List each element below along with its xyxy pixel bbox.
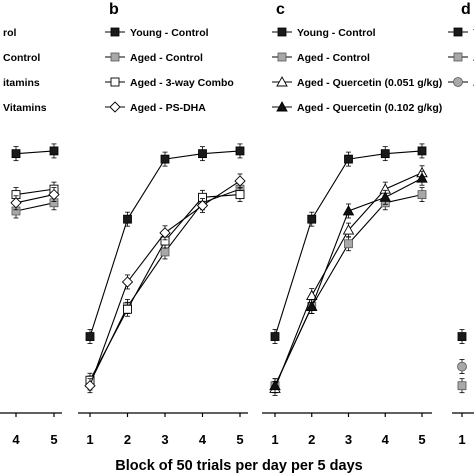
panel-c-series-3-point-3 (379, 191, 392, 202)
panel-d-legend-marker-1 (453, 52, 463, 62)
panel-b-tick-label-4: 4 (199, 432, 207, 447)
panel-b-series-3-line (89, 180, 241, 386)
panel-a-series-3-point-0 (10, 197, 22, 209)
panel-b-legend-label-1: Aged - Control (130, 52, 203, 64)
panel-a-legend-label-2: itamins (3, 77, 40, 89)
panel-b: b 1 2 3 4 5 Young - Control Aged - Control Aged… (78, 1, 248, 447)
panel-a-legend-label-3: Vitamins (3, 102, 47, 114)
panel-a-tick-label-4: 4 (12, 432, 20, 447)
panel-c-letter: c (276, 1, 285, 18)
panel-c-tick-label-3: 3 (345, 432, 352, 447)
panel-b-legend-label-0: Young - Control (130, 27, 209, 39)
panel-a-series-2-line (15, 188, 55, 196)
panel-c-series-2-point-2 (342, 224, 355, 235)
panel-b-legend-marker-1 (110, 52, 120, 62)
panel-b-legend-marker-0 (110, 27, 120, 37)
panel-a-series-3-line (15, 194, 55, 204)
panel-d-series-0-point-0 (457, 332, 467, 341)
panel-a-series-0-point-0 (11, 149, 21, 159)
panel-b-series-0-point-1 (123, 214, 132, 224)
panel-c-series-0-point-3 (380, 149, 390, 159)
panel-b-series-3-point-1 (121, 276, 134, 288)
panel-d: d 1YAA (448, 1, 474, 447)
panel-a-legend-label-0: rol (3, 27, 17, 39)
panel-b-series-3-point-2 (159, 227, 171, 239)
panel-b-series-2-line (89, 194, 241, 381)
panel-b-legend-label-3: Aged - PS-DHA (130, 102, 206, 114)
panel-b-series-2-point-4 (235, 190, 245, 200)
panel-a-tick-label-5: 5 (50, 432, 57, 447)
panel-d-legend-marker-0 (453, 27, 463, 37)
panel-c-series-1-point-4 (417, 190, 427, 200)
panel-a-series-0-point-1 (49, 146, 59, 156)
panel-c-series-0-point-4 (417, 146, 427, 156)
panel-d-legend-marker-2 (453, 77, 463, 87)
panel-c: c 1 2 3 4 5 Young - Control Aged - Control Aged… (262, 1, 442, 447)
panel-c-legend-marker-0 (277, 27, 287, 37)
panel-b-tick-label-2: 2 (124, 432, 131, 447)
panel-b-legend-label-2: Aged - 3-way Combo (130, 77, 234, 89)
panel-b-legend-marker-2 (110, 77, 120, 87)
panel-c-legend-marker-1 (277, 52, 287, 62)
panel-a-legend-label-1: Control (3, 52, 40, 64)
panel-c-legend-label-1: Aged - Control (297, 52, 370, 64)
panel-b-series-3-point-3 (196, 199, 209, 212)
panel-b-tick-label-5: 5 (236, 432, 243, 447)
panel-c-series-3-point-4 (416, 172, 428, 183)
panel-d-series-1-point-0 (457, 381, 467, 391)
panel-c-legend-label-3: Aged - Quercetin (0.102 g/kg) (297, 102, 442, 114)
panel-c-legend-label-0: Young - Control (297, 27, 376, 39)
panel-c-tick-label-2: 2 (308, 432, 315, 447)
panel-b-series-0-point-0 (85, 332, 95, 341)
panel-b-series-1-line (89, 188, 241, 384)
panel-b-tick-label-3: 3 (161, 432, 168, 447)
panel-c-legend-marker-3 (276, 101, 288, 112)
panel-c-legend-marker-2 (276, 76, 288, 87)
panel-a-series-0-line (15, 150, 55, 155)
panel-b-series-2-point-1 (123, 304, 132, 314)
panel-a-series-3-point-1 (48, 188, 60, 201)
panel-c-series-3-point-0 (269, 379, 281, 391)
panel-b-series-0-point-3 (198, 149, 207, 159)
panel-c-series-3-point-1 (305, 300, 318, 311)
panel-a: 4 5 rol Control itamins Vitamins (0, 27, 62, 447)
panel-d-series-2-point-0 (457, 361, 467, 372)
panel-d-letter: d (461, 1, 471, 18)
panel-c-series-0-point-0 (270, 332, 280, 341)
panel-c-tick-label-1: 1 (271, 432, 278, 447)
panel-c-tick-label-5: 5 (418, 432, 425, 447)
panel-c-series-1-point-2 (344, 239, 353, 249)
panel-b-tick-label-1: 1 (86, 432, 93, 447)
panel-b-series-0-point-4 (235, 146, 245, 156)
panel-d-tick-label-1: 1 (458, 432, 465, 447)
panel-b-series-1-point-2 (160, 247, 170, 257)
panel-b-series-3-point-4 (234, 175, 246, 187)
panel-c-legend-label-2: Aged - Quercetin (0.051 g/kg) (297, 77, 442, 89)
x-axis-title: Block of 50 trials per day per 5 days (115, 458, 362, 474)
panel-b-legend-marker-3 (109, 101, 121, 113)
panel-c-series-0-point-2 (344, 154, 353, 164)
panel-b-series-3-point-0 (84, 380, 96, 392)
panel-b-series-0-point-2 (160, 154, 170, 164)
panel-c-series-3-point-2 (342, 205, 355, 216)
panel-a-series-1-line (15, 202, 55, 212)
panel-b-letter: b (109, 1, 119, 18)
panel-c-tick-label-4: 4 (382, 432, 390, 447)
panel-c-series-0-point-1 (307, 214, 317, 224)
